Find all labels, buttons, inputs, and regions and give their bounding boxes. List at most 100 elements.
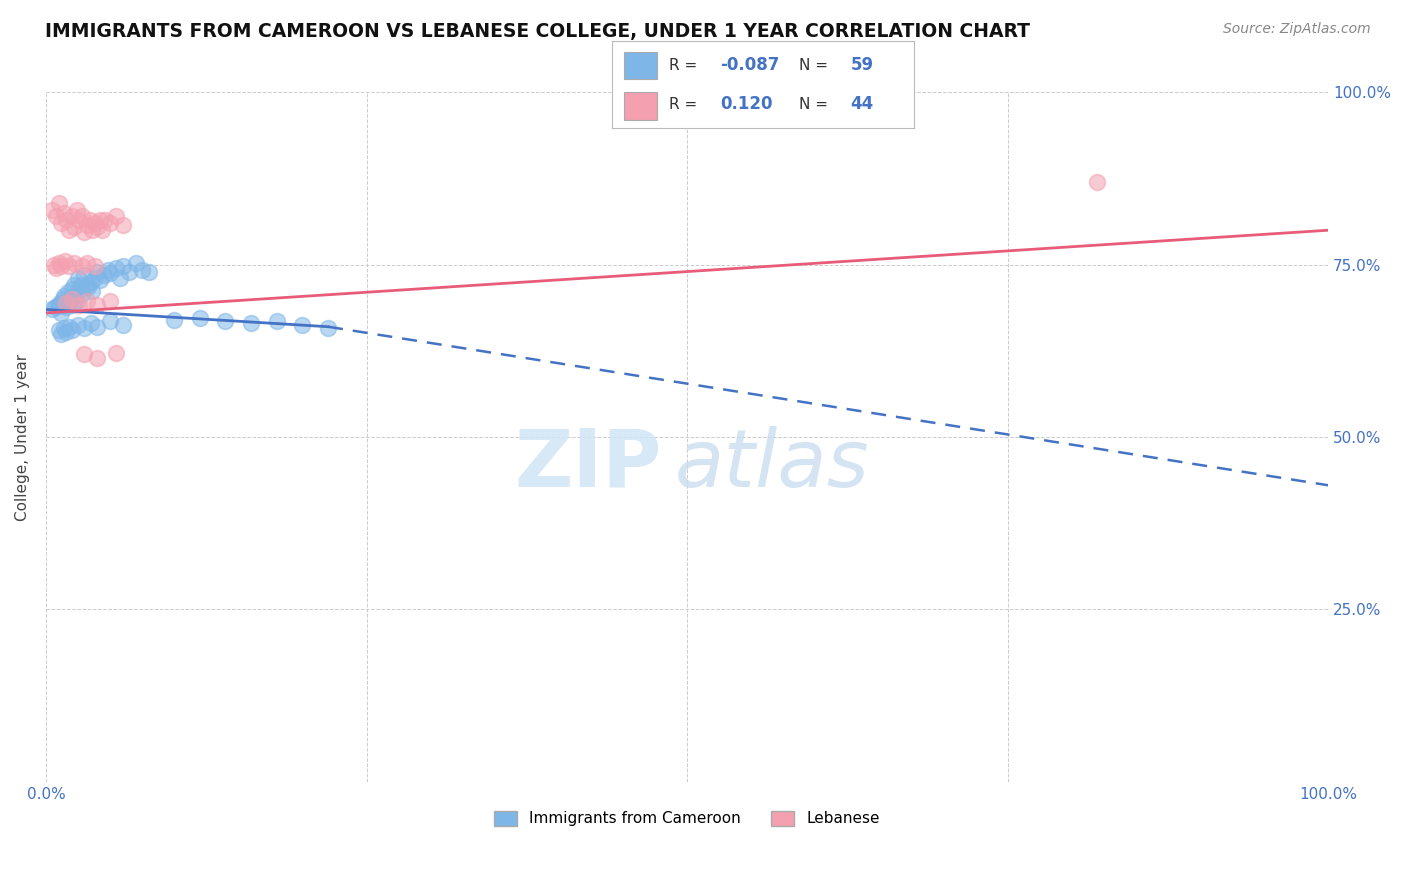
Point	[67, 213, 90, 227]
Point	[131, 263, 153, 277]
Point	[70, 259, 93, 273]
Point	[291, 318, 314, 333]
Point	[80, 316, 103, 330]
Point	[48, 323, 70, 337]
Point	[86, 219, 108, 234]
Point	[55, 301, 77, 315]
Point	[51, 306, 73, 320]
Point	[73, 321, 96, 335]
Point	[240, 316, 263, 330]
Text: ZIP: ZIP	[515, 425, 661, 504]
Point	[98, 314, 121, 328]
Point	[94, 213, 117, 227]
Point	[83, 259, 105, 273]
Point	[89, 273, 111, 287]
Point	[66, 318, 89, 333]
Point	[118, 264, 141, 278]
Point	[48, 256, 70, 270]
FancyBboxPatch shape	[624, 52, 657, 79]
Point	[93, 268, 115, 282]
Point	[86, 351, 108, 365]
Point	[111, 218, 134, 232]
Point	[105, 210, 128, 224]
Point	[105, 261, 128, 276]
Point	[98, 293, 121, 308]
Point	[73, 347, 96, 361]
Point	[58, 319, 80, 334]
Point	[60, 292, 83, 306]
Point	[59, 292, 82, 306]
Point	[65, 289, 87, 303]
Text: 44: 44	[851, 95, 873, 113]
Point	[53, 254, 76, 268]
Text: N =: N =	[799, 58, 832, 72]
Point	[63, 256, 86, 270]
Point	[49, 295, 72, 310]
Text: Source: ZipAtlas.com: Source: ZipAtlas.com	[1223, 22, 1371, 37]
Point	[86, 264, 108, 278]
Point	[214, 314, 236, 328]
Point	[76, 293, 98, 308]
Point	[70, 210, 93, 224]
Point	[41, 202, 63, 217]
Point	[58, 223, 80, 237]
Point	[266, 314, 288, 328]
Point	[52, 206, 75, 220]
Point	[53, 298, 76, 312]
Point	[77, 279, 100, 293]
Point	[98, 216, 121, 230]
Point	[44, 301, 66, 315]
Point	[58, 295, 80, 310]
Point	[69, 278, 91, 293]
Point	[1085, 175, 1108, 189]
Point	[62, 298, 84, 312]
Text: IMMIGRANTS FROM CAMEROON VS LEBANESE COLLEGE, UNDER 1 YEAR CORRELATION CHART: IMMIGRANTS FROM CAMEROON VS LEBANESE COL…	[45, 22, 1031, 41]
Point	[60, 282, 83, 296]
Point	[86, 298, 108, 312]
Point	[52, 321, 75, 335]
Point	[55, 325, 77, 339]
Point	[66, 202, 89, 217]
Point	[73, 225, 96, 239]
Point	[86, 319, 108, 334]
Point	[55, 213, 77, 227]
Point	[98, 266, 121, 280]
Point	[45, 261, 67, 276]
Point	[51, 259, 73, 273]
FancyBboxPatch shape	[624, 92, 657, 120]
Point	[73, 268, 96, 282]
Point	[41, 302, 63, 317]
Point	[48, 195, 70, 210]
Point	[55, 295, 77, 310]
Point	[125, 256, 148, 270]
Point	[188, 311, 211, 326]
Text: N =: N =	[799, 97, 832, 112]
Point	[79, 213, 101, 227]
Point	[52, 289, 75, 303]
Y-axis label: College, Under 1 year: College, Under 1 year	[15, 353, 30, 521]
Point	[67, 282, 90, 296]
Point	[56, 285, 79, 300]
Legend: Immigrants from Cameroon, Lebanese: Immigrants from Cameroon, Lebanese	[488, 805, 886, 832]
Point	[163, 313, 186, 327]
Point	[89, 213, 111, 227]
Point	[76, 278, 98, 293]
Point	[105, 346, 128, 360]
Text: 0.120: 0.120	[720, 95, 773, 113]
Point	[45, 210, 67, 224]
Point	[60, 323, 83, 337]
Point	[66, 293, 89, 308]
Point	[96, 263, 118, 277]
Point	[42, 258, 65, 272]
Point	[63, 278, 86, 293]
Point	[111, 259, 134, 273]
Point	[138, 264, 160, 278]
Point	[51, 326, 73, 341]
Point	[316, 321, 339, 335]
Text: R =: R =	[669, 58, 702, 72]
Point	[63, 219, 86, 234]
Point	[76, 256, 98, 270]
Text: -0.087: -0.087	[720, 56, 780, 74]
Point	[91, 223, 114, 237]
Point	[83, 216, 105, 230]
